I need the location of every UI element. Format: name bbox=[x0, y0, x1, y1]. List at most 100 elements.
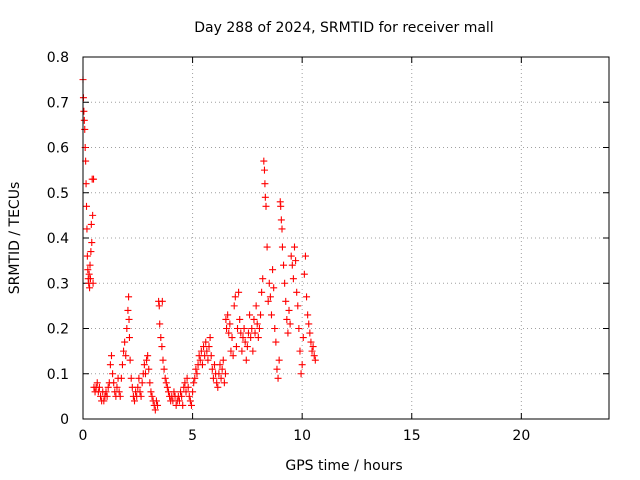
data-point bbox=[89, 279, 97, 287]
data-point bbox=[141, 370, 149, 378]
data-point bbox=[161, 374, 169, 382]
data-point bbox=[86, 261, 94, 269]
data-point bbox=[158, 343, 166, 351]
data-point bbox=[247, 334, 255, 342]
data-point bbox=[259, 275, 267, 283]
data-point bbox=[237, 329, 245, 337]
data-point bbox=[81, 125, 89, 133]
data-point bbox=[264, 297, 272, 305]
x-axis-label: GPS time / hours bbox=[285, 458, 402, 474]
data-point bbox=[286, 320, 294, 328]
data-point bbox=[295, 325, 303, 332]
data-point bbox=[179, 401, 187, 409]
data-point bbox=[213, 379, 221, 387]
data-point bbox=[215, 370, 223, 378]
data-point bbox=[280, 261, 288, 269]
data-point bbox=[143, 356, 151, 364]
x-tick-label: 10 bbox=[293, 428, 311, 444]
data-point bbox=[221, 370, 229, 378]
data-point bbox=[123, 325, 131, 332]
y-tick-label: 0.7 bbox=[47, 95, 69, 111]
data-point bbox=[277, 216, 285, 224]
data-point bbox=[270, 284, 278, 292]
y-tick-label: 0.8 bbox=[47, 50, 69, 66]
data-point bbox=[120, 347, 128, 355]
data-point bbox=[267, 311, 275, 319]
data-point bbox=[134, 383, 142, 391]
data-point bbox=[299, 334, 307, 342]
data-point bbox=[198, 361, 206, 369]
data-point bbox=[287, 252, 295, 260]
data-point bbox=[127, 374, 135, 382]
data-point bbox=[121, 338, 129, 346]
data-point bbox=[124, 306, 132, 314]
data-point bbox=[184, 383, 192, 391]
data-point bbox=[288, 261, 296, 269]
data-point bbox=[186, 397, 194, 405]
data-point bbox=[234, 325, 242, 332]
data-point bbox=[122, 352, 130, 360]
y-tick-label: 0.1 bbox=[47, 367, 69, 383]
data-point bbox=[107, 352, 115, 360]
data-point bbox=[138, 379, 146, 387]
data-point bbox=[228, 334, 236, 342]
data-point bbox=[163, 383, 171, 391]
data-point bbox=[275, 356, 283, 364]
data-point bbox=[238, 347, 246, 355]
y-tick-label: 0.4 bbox=[47, 231, 69, 247]
data-point bbox=[140, 361, 148, 369]
data-point bbox=[86, 284, 94, 292]
data-point bbox=[102, 388, 110, 396]
data-point bbox=[145, 365, 153, 373]
data-point bbox=[308, 347, 316, 355]
data-point bbox=[261, 180, 269, 188]
data-point bbox=[273, 365, 281, 373]
data-point bbox=[95, 383, 103, 391]
data-point bbox=[156, 320, 164, 328]
data-point bbox=[236, 315, 244, 323]
data-point bbox=[258, 288, 266, 296]
data-point bbox=[148, 392, 156, 400]
data-point bbox=[278, 243, 286, 251]
data-point bbox=[241, 338, 249, 346]
data-point bbox=[83, 252, 91, 260]
data-point bbox=[137, 392, 145, 400]
data-point bbox=[235, 288, 243, 296]
data-point bbox=[220, 379, 228, 387]
data-point bbox=[283, 315, 291, 323]
data-point bbox=[216, 361, 224, 369]
data-point bbox=[230, 302, 238, 310]
data-point bbox=[289, 275, 297, 283]
data-point bbox=[294, 302, 302, 310]
data-point bbox=[219, 356, 227, 364]
data-point bbox=[217, 374, 225, 382]
data-point bbox=[89, 211, 97, 219]
data-point bbox=[269, 266, 277, 274]
y-tick-label: 0 bbox=[60, 412, 69, 428]
x-tick-label: 15 bbox=[403, 428, 421, 444]
data-point bbox=[297, 370, 305, 378]
data-point bbox=[131, 397, 139, 405]
data-point bbox=[187, 401, 195, 409]
data-point bbox=[277, 202, 285, 210]
data-point bbox=[80, 116, 88, 124]
data-point bbox=[266, 293, 274, 301]
data-point bbox=[85, 270, 93, 278]
data-point bbox=[281, 279, 289, 287]
data-point bbox=[309, 343, 317, 351]
data-point bbox=[272, 338, 280, 346]
data-point bbox=[207, 352, 215, 360]
data-point bbox=[201, 352, 209, 360]
data-point bbox=[249, 347, 257, 355]
data-point bbox=[144, 352, 152, 360]
chart-title: Day 288 of 2024, SRMTID for receiver mal… bbox=[194, 20, 493, 36]
data-point bbox=[214, 383, 222, 391]
data-point bbox=[271, 325, 279, 332]
data-point bbox=[222, 315, 230, 323]
data-point bbox=[191, 374, 199, 382]
data-point bbox=[86, 275, 94, 283]
data-point bbox=[307, 338, 315, 346]
data-point bbox=[265, 279, 273, 287]
data-point bbox=[88, 239, 96, 247]
data-point bbox=[229, 352, 237, 360]
